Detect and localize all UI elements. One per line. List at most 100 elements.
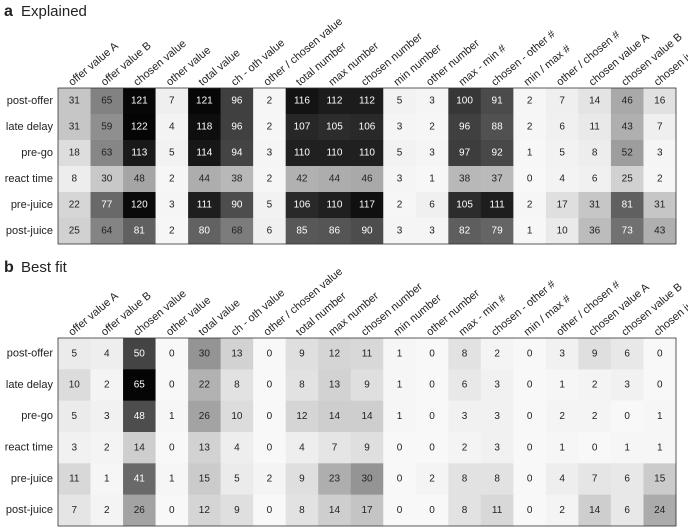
cell-value: 4 bbox=[559, 174, 565, 185]
cell-value: 2 bbox=[169, 226, 175, 237]
heat-cell bbox=[415, 463, 449, 495]
heat-cell bbox=[123, 369, 156, 401]
heat-cell bbox=[643, 166, 677, 193]
heat-cell bbox=[318, 140, 352, 167]
heat-cell bbox=[285, 494, 319, 527]
heat-cell bbox=[415, 338, 449, 370]
heat-cell bbox=[350, 140, 384, 167]
heat-cell bbox=[58, 166, 91, 193]
heat-cell bbox=[123, 400, 156, 433]
heat-cell bbox=[545, 166, 579, 193]
heat-cell bbox=[58, 114, 91, 141]
heat-cell bbox=[480, 88, 514, 115]
heat-cell bbox=[285, 338, 319, 370]
cell-value: 86 bbox=[329, 226, 341, 237]
heat-cell bbox=[253, 88, 286, 115]
heat-cell bbox=[350, 338, 384, 370]
heat-cell bbox=[545, 218, 579, 245]
cell-value: 0 bbox=[397, 442, 403, 453]
cell-value: 31 bbox=[589, 200, 601, 211]
cell-value: 65 bbox=[134, 380, 146, 391]
cell-value: 7 bbox=[169, 96, 175, 107]
heat-cell bbox=[578, 432, 612, 464]
heat-cell bbox=[480, 400, 514, 433]
heat-cell bbox=[383, 463, 417, 495]
cell-value: 3 bbox=[429, 96, 435, 107]
cell-value: 46 bbox=[361, 174, 373, 185]
cell-value: 11 bbox=[362, 348, 373, 359]
cell-value: 43 bbox=[654, 226, 666, 237]
cell-value: 14 bbox=[361, 411, 373, 422]
heat-cell bbox=[383, 218, 417, 245]
cell-value: 0 bbox=[657, 348, 663, 359]
cell-value: 3 bbox=[657, 148, 663, 159]
heat-cell bbox=[610, 192, 644, 219]
heat-cell bbox=[480, 192, 514, 219]
heat-cell bbox=[58, 192, 91, 219]
cell-value: 114 bbox=[196, 148, 212, 159]
cell-value: 2 bbox=[494, 348, 500, 359]
cell-value: 0 bbox=[657, 380, 663, 391]
heat-cell bbox=[318, 432, 352, 464]
heatmap-border bbox=[57, 337, 677, 527]
heat-cell bbox=[90, 88, 124, 115]
heat-cell bbox=[285, 218, 319, 245]
cell-value: 9 bbox=[234, 505, 240, 516]
cell-value: 105 bbox=[456, 200, 473, 211]
heat-cell bbox=[448, 192, 482, 219]
heat-cell bbox=[220, 400, 254, 433]
heat-cell bbox=[545, 369, 579, 401]
cell-value: 36 bbox=[589, 226, 601, 237]
cell-value: 1 bbox=[527, 226, 533, 237]
heat-cell bbox=[578, 192, 612, 219]
heat-cell bbox=[643, 494, 677, 527]
heat-cell bbox=[90, 494, 124, 527]
cell-value: 0 bbox=[429, 411, 435, 422]
heat-cell bbox=[318, 192, 352, 219]
cell-value: 17 bbox=[361, 505, 373, 516]
cell-value: 3 bbox=[267, 148, 273, 159]
heat-cell bbox=[253, 140, 286, 167]
cell-value: 2 bbox=[267, 474, 273, 485]
cell-value: 8 bbox=[299, 505, 305, 516]
cell-value: 113 bbox=[131, 148, 147, 159]
heat-cell bbox=[220, 140, 254, 167]
cell-value: 0 bbox=[267, 348, 273, 359]
cell-value: 30 bbox=[101, 174, 113, 185]
heat-cell bbox=[285, 369, 319, 401]
cell-value: 48 bbox=[134, 174, 146, 185]
column-label: ch - oth value bbox=[229, 37, 287, 89]
heat-cell bbox=[578, 400, 612, 433]
cell-value: 14 bbox=[134, 442, 146, 453]
cell-value: 0 bbox=[527, 380, 533, 391]
heat-cell bbox=[253, 400, 286, 433]
cell-value: 50 bbox=[134, 348, 146, 359]
cell-value: 3 bbox=[397, 122, 403, 133]
heat-cell bbox=[383, 400, 417, 433]
heat-cell bbox=[318, 166, 352, 193]
cell-value: 0 bbox=[169, 348, 175, 359]
heat-cell bbox=[513, 114, 547, 141]
cell-value: 65 bbox=[101, 96, 113, 107]
cell-value: 1 bbox=[624, 442, 630, 453]
heat-cell bbox=[220, 114, 254, 141]
cell-value: 2 bbox=[104, 505, 110, 516]
heat-cell bbox=[545, 400, 579, 433]
heat-cell bbox=[545, 88, 579, 115]
heat-cell bbox=[285, 192, 319, 219]
heat-cell bbox=[610, 88, 644, 115]
heat-cell bbox=[253, 463, 286, 495]
cell-value: 25 bbox=[622, 174, 634, 185]
heat-cell bbox=[123, 114, 156, 141]
heat-cell bbox=[220, 494, 254, 527]
heat-cell bbox=[513, 463, 547, 495]
cell-value: 5 bbox=[267, 200, 273, 211]
heat-cell bbox=[155, 192, 189, 219]
cell-value: 90 bbox=[231, 200, 243, 211]
heat-cell bbox=[480, 166, 514, 193]
heat-cell bbox=[350, 218, 384, 245]
heat-cell bbox=[188, 166, 221, 193]
heat-cell bbox=[58, 88, 91, 115]
heat-cell bbox=[415, 192, 449, 219]
